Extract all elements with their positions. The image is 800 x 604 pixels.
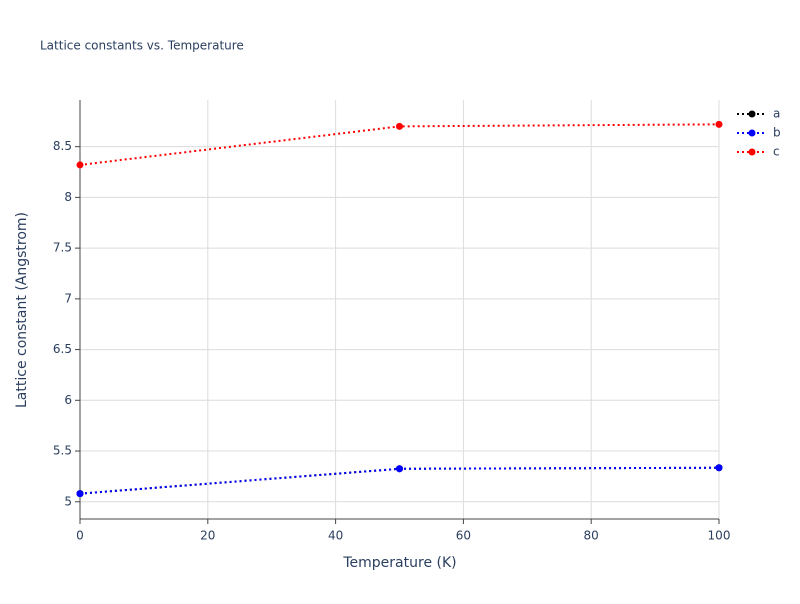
x-tick-label: 0 <box>76 529 84 543</box>
y-tick-label: 5.5 <box>53 444 72 458</box>
y-tick-label: 6 <box>64 393 72 407</box>
y-tick-label: 7 <box>64 291 72 305</box>
y-tick-label: 6.5 <box>53 342 72 356</box>
x-tick-label: 40 <box>328 529 343 543</box>
point <box>396 465 403 473</box>
legend-label: a <box>773 107 780 121</box>
x-axis-title: Temperature (K) <box>342 555 456 571</box>
point <box>76 161 84 169</box>
y-tick-label: 5 <box>64 494 72 508</box>
chart-title: Lattice constants vs. Temperature <box>40 39 244 53</box>
x-tick-label: 100 <box>708 529 731 543</box>
y-tick-label: 7.5 <box>53 241 72 255</box>
y-axis-title: Lattice constant (Angstrom) <box>14 212 30 408</box>
legend-marker <box>748 110 756 118</box>
point <box>715 464 723 472</box>
legend-label: b <box>773 126 781 140</box>
legend-label: c <box>773 145 780 159</box>
y-tick-label: 8.5 <box>53 139 72 153</box>
point <box>396 122 403 130</box>
y-tick-label: 8 <box>64 190 72 204</box>
point <box>76 490 84 498</box>
point <box>715 120 723 128</box>
legend-marker <box>748 129 756 137</box>
x-tick-label: 20 <box>200 529 215 543</box>
legend-marker <box>748 148 756 156</box>
x-tick-label: 60 <box>456 529 471 543</box>
x-tick-label: 80 <box>584 529 599 543</box>
